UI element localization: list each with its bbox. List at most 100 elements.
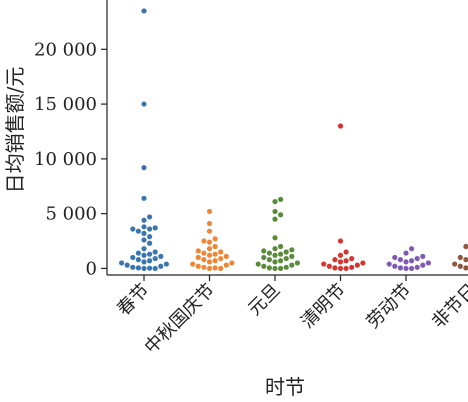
data-point — [201, 257, 207, 263]
data-point — [261, 248, 267, 254]
data-point — [147, 214, 153, 220]
data-point — [272, 246, 278, 252]
data-point — [218, 249, 224, 255]
data-point — [397, 257, 403, 263]
data-point — [278, 265, 284, 272]
data-point — [147, 251, 153, 257]
data-point — [294, 260, 300, 266]
data-point — [409, 246, 415, 252]
data-point — [201, 238, 207, 244]
data-point — [163, 261, 169, 267]
data-point — [152, 255, 158, 262]
data-point — [414, 264, 420, 270]
data-point — [135, 257, 141, 263]
data-point — [457, 263, 463, 269]
data-point — [337, 238, 344, 244]
data-point — [212, 258, 218, 264]
data-point — [147, 265, 153, 271]
data-point — [223, 262, 229, 268]
data-point — [289, 247, 295, 253]
x-tick-label: 元旦 — [244, 280, 284, 320]
y-tick-label: 20 000 — [34, 39, 97, 60]
data-point — [283, 264, 289, 270]
data-point — [141, 101, 147, 107]
data-point — [337, 123, 344, 129]
data-point — [326, 263, 332, 269]
data-point — [141, 259, 147, 265]
data-point — [147, 234, 153, 240]
data-point — [141, 252, 147, 258]
data-point — [141, 246, 147, 252]
data-point — [392, 263, 398, 269]
data-point — [141, 237, 147, 243]
data-point — [141, 265, 147, 272]
data-point — [135, 250, 141, 256]
data-point — [332, 265, 338, 271]
data-point — [289, 262, 295, 268]
data-point — [272, 216, 278, 222]
x-axis-label: 时节 — [265, 375, 305, 399]
y-axis: 0 5 000 10 000 15 000 20 000 — [34, 0, 108, 279]
data-point — [130, 264, 136, 270]
x-tick-label: 非节日 — [428, 280, 468, 333]
data-point — [152, 225, 158, 231]
data-point — [141, 217, 147, 223]
data-point — [130, 226, 136, 232]
data-point — [272, 208, 278, 215]
data-point — [354, 262, 360, 268]
data-point — [141, 165, 147, 171]
data-point — [206, 220, 213, 227]
data-point — [278, 212, 284, 218]
data-point — [141, 195, 147, 201]
data-point — [386, 261, 392, 267]
data-point — [206, 246, 213, 252]
data-point — [206, 265, 213, 272]
data-point — [206, 239, 213, 245]
data-point — [272, 265, 278, 272]
data-point — [212, 251, 218, 257]
data-point — [152, 249, 158, 255]
data-point — [195, 254, 201, 261]
data-point — [272, 252, 278, 258]
data-point — [266, 257, 272, 263]
data-point — [147, 240, 153, 246]
data-point — [272, 198, 278, 205]
data-point — [337, 265, 344, 272]
data-point — [457, 254, 463, 261]
data-point — [403, 265, 409, 272]
data-point — [124, 262, 130, 268]
data-point — [261, 263, 267, 269]
data-point — [201, 264, 207, 270]
data-point — [321, 261, 327, 267]
data-point — [218, 255, 224, 262]
data-point — [147, 258, 153, 264]
y-tick-label: 0 — [86, 258, 97, 279]
data-point — [414, 255, 420, 262]
data-point — [392, 254, 398, 261]
data-point — [135, 228, 141, 234]
data-point — [278, 243, 284, 250]
data-point — [201, 250, 207, 256]
data-point — [195, 263, 201, 269]
data-point — [349, 255, 355, 262]
data-point — [135, 265, 141, 271]
x-tick-label: 劳动节 — [363, 280, 416, 333]
x-tick-label: 春节 — [113, 280, 153, 320]
data-point — [158, 263, 164, 269]
x-tick-label: 清明节 — [297, 280, 350, 333]
data-point — [218, 265, 224, 272]
data-point — [141, 230, 147, 236]
x-tick-label: 中秋国庆节 — [141, 280, 219, 358]
data-point — [452, 261, 458, 267]
data-point — [147, 226, 153, 232]
data-point — [212, 265, 218, 271]
data-point — [343, 265, 349, 272]
data-point — [463, 265, 468, 271]
data-point — [463, 257, 468, 263]
data-point — [397, 265, 403, 271]
data-point — [152, 265, 158, 272]
data-point — [190, 261, 196, 267]
data-point — [206, 208, 213, 215]
